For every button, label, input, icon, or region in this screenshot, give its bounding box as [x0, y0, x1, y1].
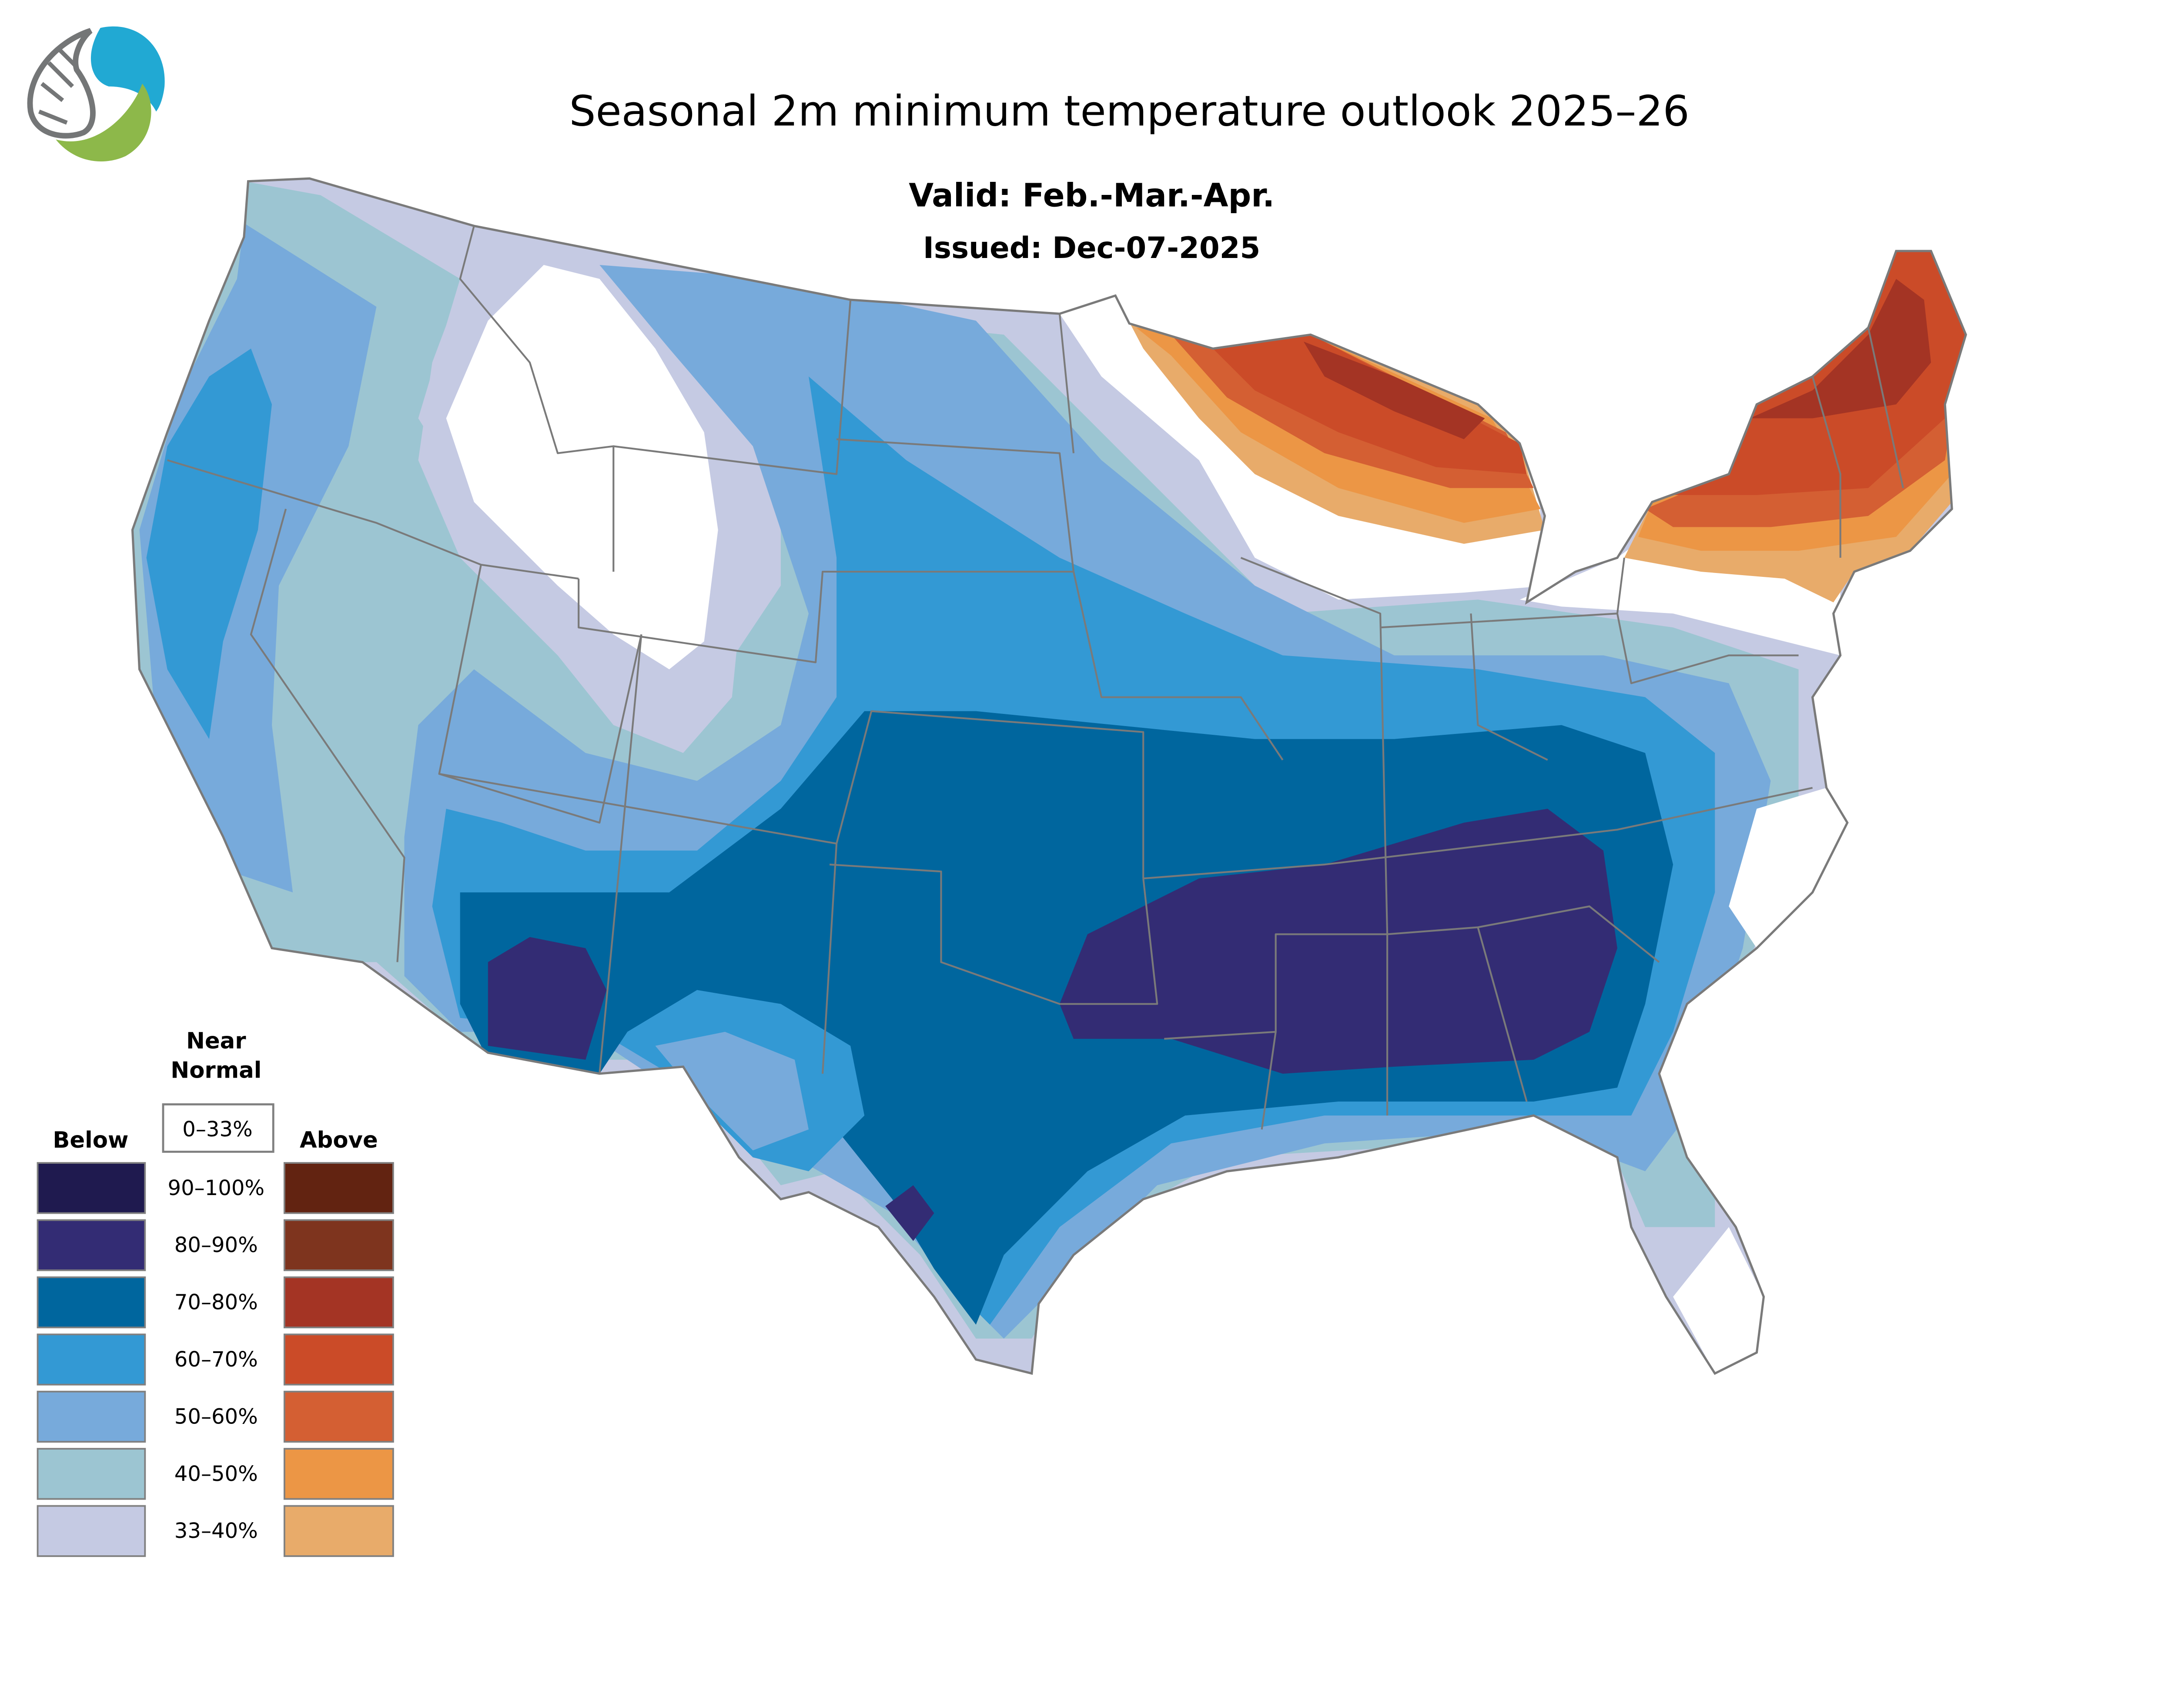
- legend-above-swatch: [283, 1448, 394, 1500]
- legend-rows: 90–100% 80–90% 70–80% 60–70% 50–60% 40–50% 33–…: [37, 1162, 394, 1557]
- legend-above-swatch: [283, 1219, 394, 1271]
- legend-below-swatch: [37, 1219, 146, 1271]
- legend-range-label: 60–70%: [174, 1347, 258, 1372]
- legend-above-swatch: [283, 1390, 394, 1443]
- legend-above-swatch: [283, 1333, 394, 1386]
- zone-below-80-90-southeast: [1059, 808, 1617, 1074]
- logo-water-drop: [90, 26, 165, 112]
- legend-range-label: 80–90%: [174, 1233, 258, 1257]
- issued-date: Issued: Dec-07-2025: [923, 231, 1260, 265]
- legend-range-label: 50–60%: [174, 1404, 258, 1429]
- legend-near-normal-box: [162, 1103, 274, 1153]
- zone-above-60-70-lakes: [1213, 335, 1527, 474]
- legend-near-normal-title: Near: [186, 1028, 246, 1054]
- legend-below-swatch: [37, 1162, 146, 1214]
- zone-near-normal-carolinas: [1729, 787, 1847, 948]
- zone-below-50-60-texas: [655, 1031, 809, 1151]
- legend-above-swatch: [283, 1505, 394, 1557]
- legend-near-normal-range: 0–33%: [182, 1117, 252, 1142]
- legend-range-label: 70–80%: [174, 1290, 258, 1315]
- legend-near-normal-title: Normal: [171, 1058, 261, 1084]
- outlook-map-figure: Seasonal 2m minimum temperature outlook …: [27, 26, 2175, 1557]
- zone-below-80-90-arizona: [488, 937, 607, 1060]
- legend-below-swatch: [37, 1333, 146, 1386]
- zone-below-80-90-texas: [885, 1185, 934, 1241]
- zone-near-normal-west: [446, 265, 718, 670]
- logo-circuit-lines: [38, 47, 78, 125]
- legend: Near Normal 0–33% Below Above 90–100% 80–…: [37, 1028, 394, 1557]
- state-borders: [167, 225, 1904, 1130]
- logo: [27, 26, 165, 162]
- legend-below-swatch: [37, 1390, 146, 1443]
- legend-above-swatch: [283, 1162, 394, 1214]
- logo-leaf: [56, 84, 151, 162]
- legend-range-label: 33–40%: [174, 1519, 258, 1543]
- legend-range-label: 90–100%: [167, 1176, 264, 1200]
- zone-below-60-70-west: [146, 348, 272, 739]
- legend-below-swatch: [37, 1276, 146, 1329]
- legend-below-label: Below: [53, 1127, 128, 1153]
- zone-near-normal-florida: [1673, 1227, 1764, 1374]
- legend-below-swatch: [37, 1505, 146, 1557]
- zone-below-50-60-west: [139, 223, 377, 893]
- legend-above-swatch: [283, 1276, 394, 1329]
- valid-period: Valid: Feb.-Mar.-Apr.: [909, 177, 1275, 214]
- legend-below-swatch: [37, 1448, 146, 1500]
- zone-above-70-80-lakes: [1303, 342, 1485, 439]
- zone-above-70-80-northeast: [1750, 279, 1931, 419]
- legend-above-label: Above: [300, 1127, 378, 1153]
- map-title: Seasonal 2m minimum temperature outlook …: [569, 87, 1690, 135]
- legend-range-label: 40–50%: [174, 1462, 258, 1486]
